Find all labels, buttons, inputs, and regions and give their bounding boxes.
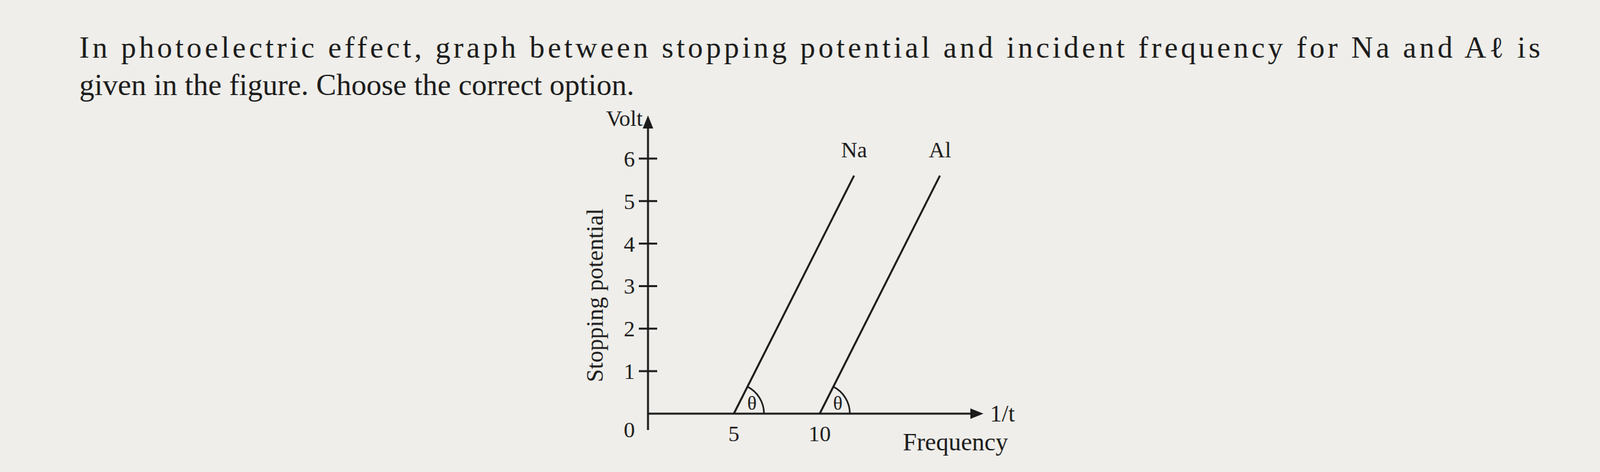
series-name: Al — [929, 137, 952, 162]
series-line — [819, 175, 940, 414]
y-tick-label: 0 — [623, 417, 635, 442]
y-axis-arrow — [642, 115, 654, 129]
page: In photoelectric effect, graph between s… — [0, 0, 1600, 472]
y-tick — [638, 157, 658, 160]
y-tick-label: 1 — [623, 359, 635, 384]
angle-label: θ — [832, 391, 842, 414]
angle-label: θ — [746, 391, 757, 414]
angle-arc — [747, 386, 764, 414]
question-line: given in the figure. Choose the correct … — [79, 68, 635, 102]
question-line: In photoelectric effect, graph between s… — [79, 30, 1541, 65]
y-axis — [647, 124, 650, 430]
background — [0, 0, 1600, 472]
y-tick — [638, 327, 658, 330]
y-tick — [638, 285, 658, 287]
canvas: In photoelectric effect, graph between s… — [0, 0, 1600, 472]
y-tick-label: 5 — [623, 189, 635, 214]
y-tick — [638, 199, 658, 202]
x-tick-label: 5 — [728, 421, 740, 446]
x-label: Frequency — [902, 427, 1008, 456]
y-tick-label: 4 — [623, 231, 635, 257]
y-unit: Volt — [606, 106, 644, 131]
y-tick — [638, 370, 658, 373]
series-name: Na — [841, 137, 868, 162]
y-tick — [638, 242, 658, 245]
x-tick-label: 10 — [808, 421, 831, 446]
x-unit: 1/t — [990, 400, 1015, 427]
plot-lines — [733, 175, 941, 414]
y-tick-label: 2 — [623, 316, 635, 341]
x-axis-arrow — [970, 408, 984, 419]
y-tick-label: 6 — [623, 146, 635, 172]
angle-arc — [833, 386, 850, 414]
y-label: Stopping potential — [581, 208, 609, 382]
x-axis — [647, 412, 975, 415]
y-tick-label: 3 — [623, 273, 635, 299]
series-line — [733, 175, 854, 414]
